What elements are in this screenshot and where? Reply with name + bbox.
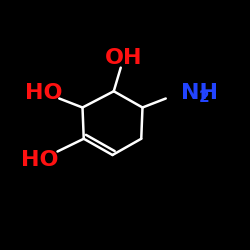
Text: OH: OH (105, 48, 142, 68)
Text: NH: NH (181, 82, 218, 102)
Text: 2: 2 (199, 90, 209, 105)
Text: HO: HO (21, 150, 59, 170)
Text: HO: HO (25, 82, 62, 102)
